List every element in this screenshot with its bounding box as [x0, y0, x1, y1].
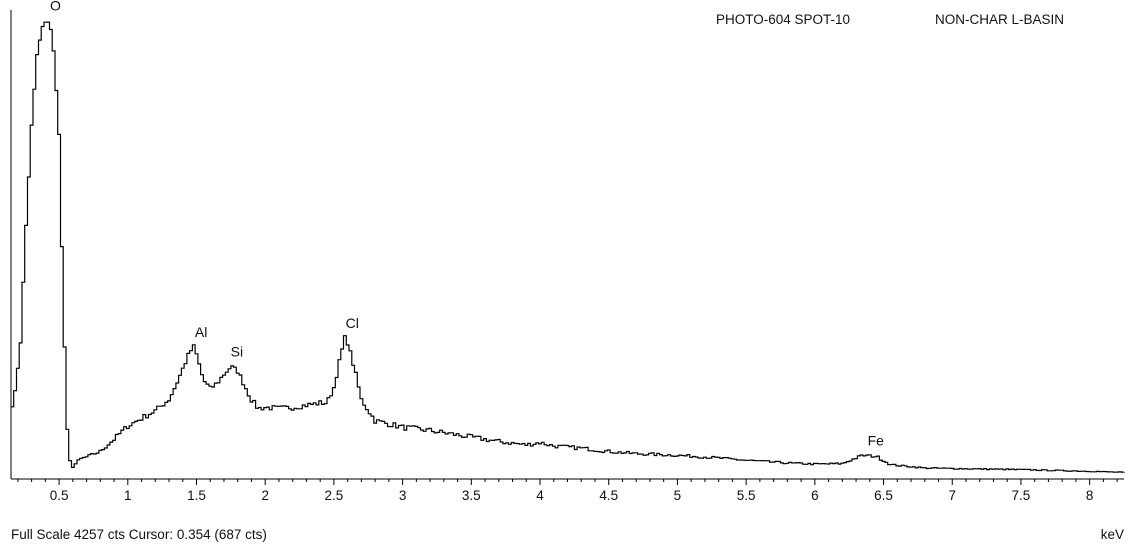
- peak-label-o: O: [50, 0, 61, 14]
- peak-label-si: Si: [231, 344, 243, 360]
- peak-label-fe: Fe: [868, 432, 885, 448]
- x-tick-label: 6.5: [874, 488, 893, 503]
- spectrum-trace: [11, 21, 1125, 473]
- x-tick-label: 8: [1086, 488, 1094, 503]
- x-tick-label: 7: [948, 488, 956, 503]
- x-tick-label: 1: [124, 488, 132, 503]
- peak-label-cl: Cl: [346, 315, 359, 331]
- x-tick-label: 0.5: [50, 488, 69, 503]
- x-axis-unit: keV: [1100, 527, 1124, 542]
- peak-label-al: Al: [195, 324, 207, 340]
- x-tick-label: 4: [536, 488, 544, 503]
- x-tick-label: 6: [811, 488, 819, 503]
- x-tick-label: 7.5: [1012, 488, 1031, 503]
- x-tick-label: 2.5: [325, 488, 344, 503]
- sample-id: PHOTO-604 SPOT-10: [716, 12, 851, 27]
- status-line: Full Scale 4257 cts Cursor: 0.354 (687 c…: [11, 527, 267, 542]
- x-tick-label: 5: [674, 488, 682, 503]
- peak-labels: O Al Si Cl Fe: [50, 0, 884, 448]
- x-tick-label: 5.5: [737, 488, 756, 503]
- x-tick-label: 3: [399, 488, 407, 503]
- x-tick-label: 1.5: [187, 488, 206, 503]
- x-tick-label: 3.5: [462, 488, 481, 503]
- x-axis-ticks: 0.5 1 1.5 2 2.5 3 3.5 4 4.5 5 5.5 6 6.5 7 7.5 8: [17, 479, 1118, 503]
- x-tick-label: 2: [261, 488, 269, 503]
- x-tick-label: 4.5: [599, 488, 618, 503]
- sample-description: NON-CHAR L-BASIN: [935, 12, 1065, 27]
